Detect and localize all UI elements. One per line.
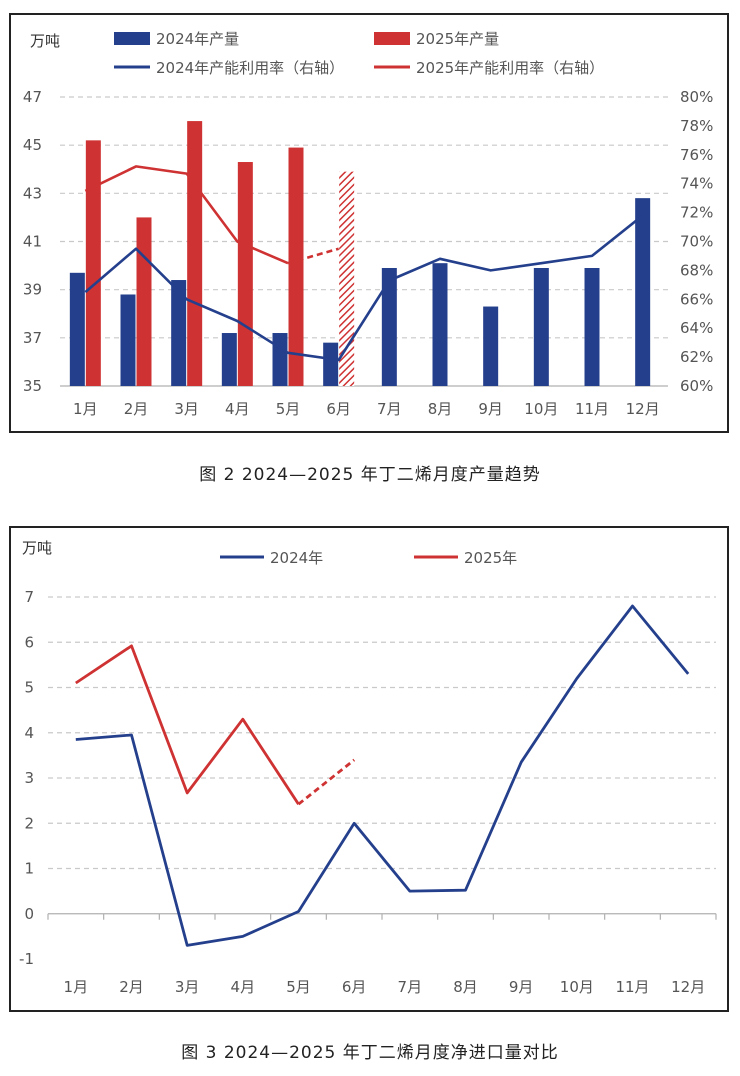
- legend-swatch-2024-production: [114, 32, 150, 45]
- y2-tick-label: 64%: [680, 319, 713, 337]
- x-tick-label: 6月: [342, 978, 367, 996]
- x-tick-label: 11月: [615, 978, 649, 996]
- y-tick-label: 47: [23, 88, 42, 106]
- y-tick-label: 6: [24, 633, 34, 651]
- legend-label-2024-production: 2024年产量: [156, 30, 239, 48]
- x-tick-label: 3月: [175, 978, 200, 996]
- chart1-unit-label: 万吨: [30, 32, 60, 50]
- y-tick-label: 0: [24, 905, 34, 923]
- line-2025-forecast: [297, 758, 356, 806]
- bar-2025: [237, 162, 253, 386]
- x-tick-label: 9月: [509, 978, 534, 996]
- x-tick-label: 3月: [174, 400, 199, 418]
- y-tick-label: 2: [24, 814, 34, 832]
- figure2-caption: 图 2 2024—2025 年丁二烯月度产量趋势: [199, 465, 541, 485]
- x-tick-label: 2月: [124, 400, 149, 418]
- line-2025: [75, 644, 300, 805]
- bar-2024: [533, 267, 549, 386]
- y-tick-label: 4: [24, 724, 34, 742]
- bar-2025: [288, 147, 304, 386]
- x-tick-label: 8月: [428, 400, 453, 418]
- y-tick-label: 45: [23, 136, 42, 154]
- x-tick-label: 4月: [225, 400, 250, 418]
- line-2025-utilization: [84, 165, 289, 265]
- y2-tick-label: 78%: [680, 117, 713, 135]
- x-tick-label: 5月: [276, 400, 301, 418]
- legend-label-2024: 2024年: [270, 549, 323, 567]
- x-tick-label: 10月: [524, 400, 558, 418]
- bar-2024: [381, 267, 397, 386]
- y-tick-label: 5: [24, 679, 34, 697]
- x-tick-label: 12月: [626, 400, 660, 418]
- line-2024: [75, 604, 690, 947]
- x-tick-label: 7月: [398, 978, 423, 996]
- legend-swatch-2025-production: [374, 32, 410, 45]
- y2-tick-label: 62%: [680, 348, 713, 366]
- y2-tick-label: 76%: [680, 146, 713, 164]
- x-tick-label: 1月: [64, 978, 89, 996]
- chart2-lines: [75, 604, 690, 947]
- bar-2024: [432, 263, 448, 386]
- x-tick-label: 2月: [119, 978, 144, 996]
- line-2025-utilization-forecast: [287, 247, 340, 265]
- y2-tick-label: 66%: [680, 290, 713, 308]
- chart1-axis-labels: 35 37 39 41 43 45 47 60% 62% 64% 66% 68% 70% 72% 74% 76…: [23, 88, 713, 418]
- x-tick-label: 7月: [377, 400, 402, 418]
- legend-label-2025-production: 2025年产量: [416, 30, 499, 48]
- x-tick-label: 1月: [73, 400, 98, 418]
- y-tick-label: -1: [19, 950, 34, 968]
- y2-tick-label: 74%: [680, 175, 713, 193]
- y-tick-label: 43: [23, 184, 42, 202]
- y-tick-label: 1: [24, 860, 34, 878]
- x-tick-label: 5月: [286, 978, 311, 996]
- legend-label-2025: 2025年: [464, 549, 517, 567]
- chart2-legend: 2024年 2025年: [220, 549, 517, 567]
- y-tick-label: 35: [23, 377, 42, 395]
- legend-label-2025-utilization: 2025年产能利用率（右轴）: [416, 59, 604, 77]
- bar-2024: [635, 198, 651, 386]
- bar-2025: [85, 140, 101, 386]
- bar-2025: [339, 171, 355, 386]
- chart1-lines: [84, 165, 644, 362]
- bar-2024: [483, 306, 499, 386]
- y-tick-label: 37: [23, 329, 42, 347]
- bar-2024: [69, 272, 85, 386]
- chart1-legend: 2024年产量 2025年产量 2024年产能利用率（右轴） 2025年产能利用…: [114, 30, 604, 77]
- figure3-caption: 图 3 2024—2025 年丁二烯月度净进口量对比: [181, 1043, 559, 1063]
- legend-label-2024-utilization: 2024年产能利用率（右轴）: [156, 59, 344, 77]
- y-tick-label: 7: [24, 588, 34, 606]
- bar-2024: [120, 294, 136, 386]
- chart1-bars: [69, 121, 651, 386]
- y2-tick-label: 68%: [680, 261, 713, 279]
- bar-2025: [187, 121, 203, 386]
- chart1-frame: [9, 13, 729, 433]
- chart2-axis-labels: -1 0 1 2 3 4 5 6 7 1月 2月 3月 4月 5月 6月 7月 8月 9月 10月 11月 12月: [19, 588, 705, 996]
- bar-2025: [136, 217, 152, 386]
- bar-2024: [171, 280, 187, 386]
- x-tick-label: 12月: [671, 978, 705, 996]
- bar-2024: [323, 342, 339, 386]
- x-tick-label: 9月: [478, 400, 503, 418]
- bar-2024: [221, 333, 237, 386]
- x-tick-label: 6月: [326, 400, 351, 418]
- bar-2024: [584, 267, 600, 386]
- x-tick-label: 11月: [575, 400, 609, 418]
- y-tick-label: 3: [24, 769, 34, 787]
- chart2-gridlines: [47, 596, 717, 920]
- bar-2024: [272, 333, 288, 386]
- y2-tick-label: 60%: [680, 377, 713, 395]
- x-tick-label: 8月: [453, 978, 478, 996]
- x-tick-label: 4月: [231, 978, 256, 996]
- y2-tick-label: 80%: [680, 88, 713, 106]
- y-tick-label: 39: [23, 281, 42, 299]
- x-tick-label: 10月: [560, 978, 594, 996]
- chart2-frame: [9, 526, 729, 1012]
- y2-tick-label: 72%: [680, 204, 713, 222]
- y-tick-label: 41: [23, 233, 42, 251]
- chart1-gridlines: [60, 96, 668, 387]
- chart2-unit-label: 万吨: [22, 539, 52, 557]
- y2-tick-label: 70%: [680, 233, 713, 251]
- line-2024-utilization: [84, 214, 644, 362]
